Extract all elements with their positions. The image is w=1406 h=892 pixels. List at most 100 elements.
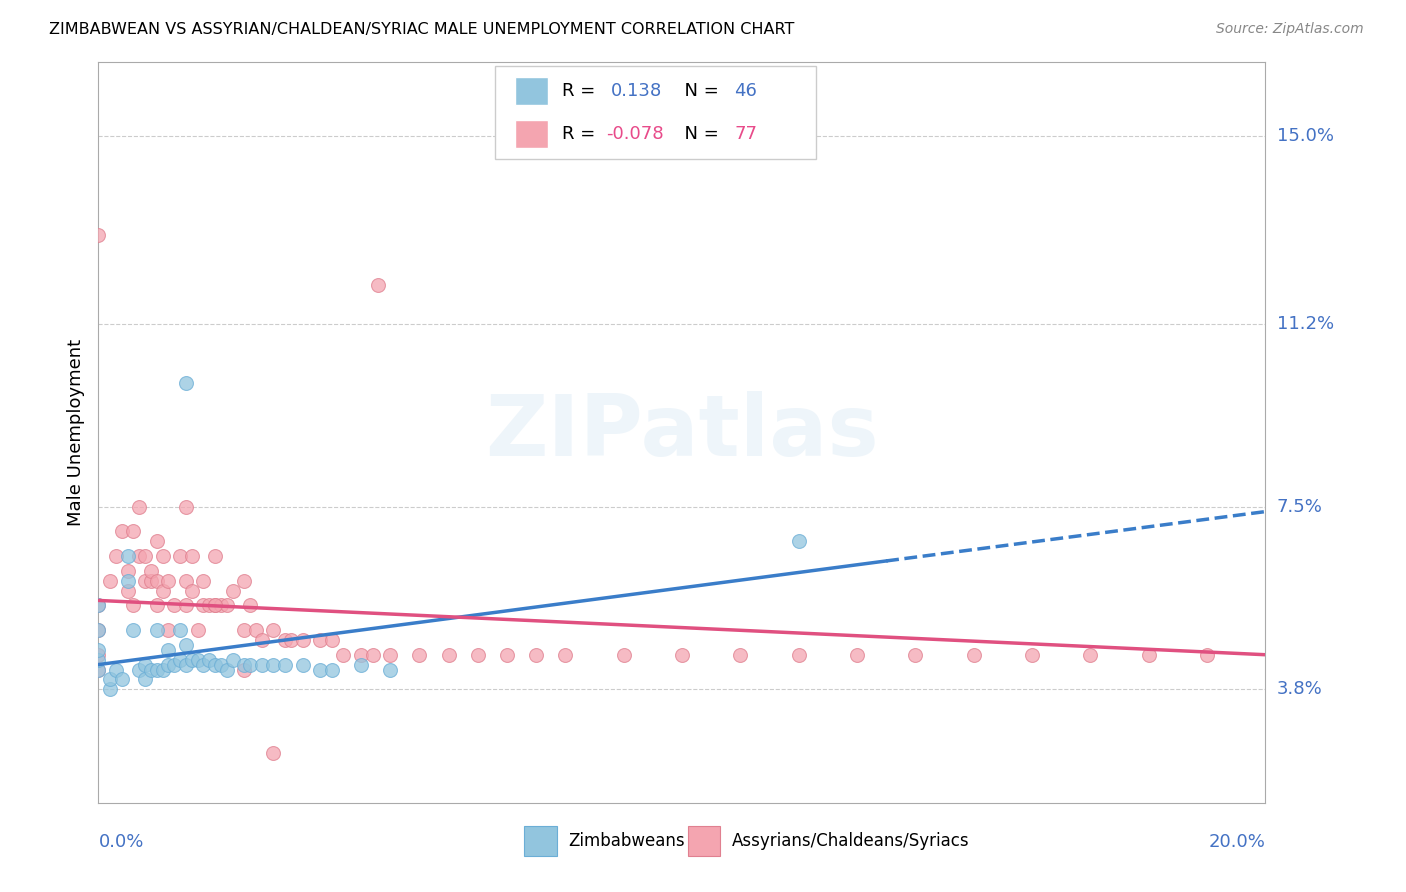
- Point: [204, 657, 226, 672]
- Point: [174, 574, 197, 588]
- Point: [350, 648, 373, 662]
- Text: 46: 46: [734, 82, 758, 100]
- Point: [233, 657, 256, 672]
- Point: [291, 632, 314, 647]
- Point: [117, 564, 139, 578]
- Y-axis label: Male Unemployment: Male Unemployment: [66, 339, 84, 526]
- Point: [104, 663, 127, 677]
- Point: [209, 599, 232, 613]
- Point: [467, 648, 489, 662]
- Text: 15.0%: 15.0%: [1277, 128, 1333, 145]
- Point: [730, 648, 752, 662]
- Text: 77: 77: [734, 125, 758, 143]
- Point: [233, 663, 256, 677]
- Point: [98, 682, 121, 697]
- Point: [87, 653, 110, 667]
- Point: [262, 657, 284, 672]
- Point: [233, 623, 256, 637]
- Point: [87, 623, 110, 637]
- Point: [117, 549, 139, 563]
- Point: [174, 657, 197, 672]
- Point: [245, 623, 267, 637]
- Point: [128, 549, 150, 563]
- Point: [87, 599, 110, 613]
- Point: [198, 599, 221, 613]
- Point: [291, 657, 314, 672]
- Text: N =: N =: [672, 125, 724, 143]
- Point: [87, 663, 110, 677]
- Point: [157, 574, 180, 588]
- Point: [169, 623, 191, 637]
- Point: [198, 653, 221, 667]
- Point: [262, 747, 284, 761]
- Point: [139, 663, 162, 677]
- Point: [152, 583, 174, 598]
- Point: [146, 599, 169, 613]
- Point: [496, 648, 519, 662]
- Point: [163, 657, 186, 672]
- Point: [87, 663, 110, 677]
- Point: [332, 648, 354, 662]
- Point: [221, 583, 243, 598]
- FancyBboxPatch shape: [515, 120, 548, 148]
- Point: [87, 228, 110, 243]
- Point: [174, 638, 197, 652]
- Point: [104, 549, 127, 563]
- Point: [787, 534, 810, 549]
- Point: [221, 653, 243, 667]
- FancyBboxPatch shape: [688, 827, 720, 856]
- Point: [122, 524, 145, 539]
- FancyBboxPatch shape: [495, 66, 815, 159]
- Point: [1137, 648, 1160, 662]
- Point: [380, 648, 402, 662]
- Point: [146, 623, 169, 637]
- Point: [671, 648, 693, 662]
- Point: [239, 657, 262, 672]
- Point: [174, 500, 197, 514]
- Point: [122, 623, 145, 637]
- Point: [174, 376, 197, 391]
- Point: [209, 657, 232, 672]
- Point: [157, 657, 180, 672]
- Point: [139, 564, 162, 578]
- Point: [122, 599, 145, 613]
- Point: [152, 549, 174, 563]
- Point: [134, 549, 156, 563]
- Point: [193, 657, 215, 672]
- Point: [180, 653, 202, 667]
- Point: [146, 663, 169, 677]
- Point: [98, 673, 121, 687]
- Point: [163, 599, 186, 613]
- Text: 0.138: 0.138: [610, 82, 662, 100]
- Point: [128, 663, 150, 677]
- Point: [139, 574, 162, 588]
- Point: [1021, 648, 1043, 662]
- Point: [111, 673, 134, 687]
- Point: [321, 632, 343, 647]
- Point: [204, 599, 226, 613]
- Point: [787, 648, 810, 662]
- Point: [262, 623, 284, 637]
- Point: [204, 599, 226, 613]
- Point: [180, 549, 202, 563]
- Point: [367, 277, 389, 292]
- Point: [187, 653, 209, 667]
- Point: [350, 657, 373, 672]
- Point: [846, 648, 869, 662]
- Point: [309, 632, 332, 647]
- Point: [437, 648, 460, 662]
- Point: [128, 500, 150, 514]
- Point: [274, 632, 297, 647]
- Point: [98, 574, 121, 588]
- Point: [239, 599, 262, 613]
- Point: [1195, 648, 1218, 662]
- Point: [408, 648, 430, 662]
- Text: R =: R =: [562, 82, 600, 100]
- Point: [134, 673, 156, 687]
- Point: [146, 534, 169, 549]
- Text: ZIPatlas: ZIPatlas: [485, 391, 879, 475]
- Point: [233, 574, 256, 588]
- Point: [117, 583, 139, 598]
- Point: [169, 653, 191, 667]
- Text: 20.0%: 20.0%: [1209, 833, 1265, 851]
